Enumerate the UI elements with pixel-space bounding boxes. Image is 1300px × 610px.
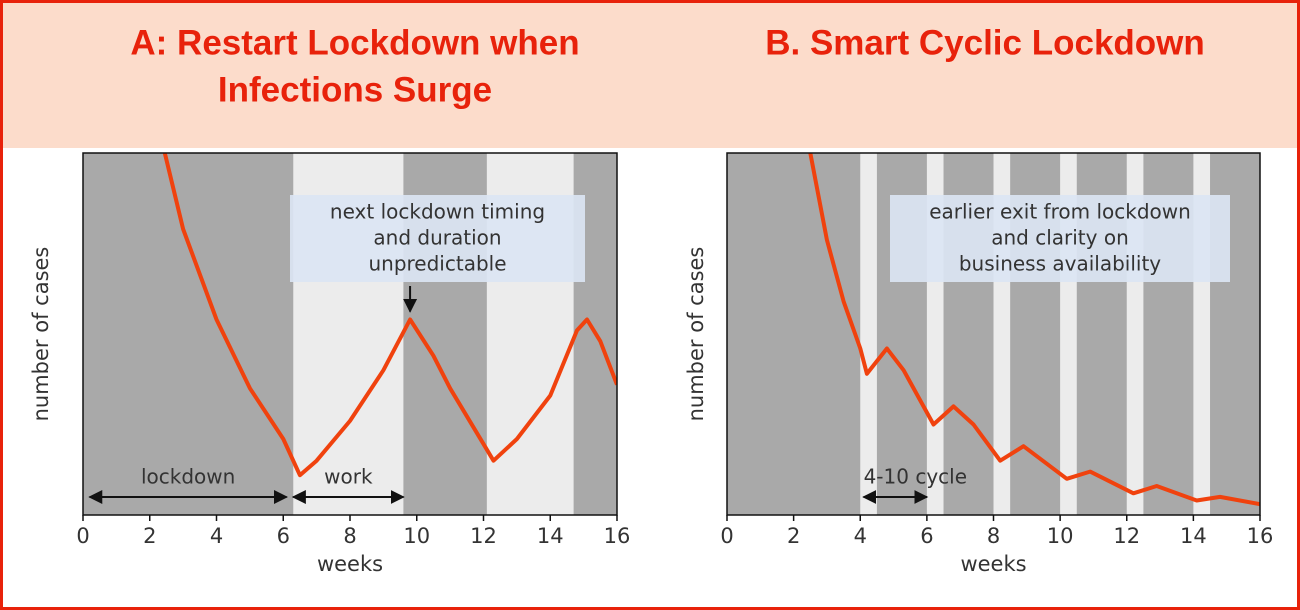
x-tick-label: 6 [277,524,290,548]
y-axis-label: number of cases [29,247,53,422]
cases-line [808,153,1260,507]
annotation-box [890,195,1230,282]
x-tick-label: 8 [343,524,356,548]
x-tick-label: 12 [470,524,497,548]
y-axis-label: number of cases [684,247,708,422]
x-tick-label: 0 [720,524,733,548]
x-tick-label: 4 [210,524,223,548]
annotation-text: and duration [373,226,501,250]
annotation-text: and clarity on [991,226,1129,250]
annotation-box [290,195,585,282]
x-axis-label: weeks [317,552,383,576]
annotation-text: unpredictable [368,252,506,276]
annotation-text: business availability [959,252,1161,276]
x-tick-label: 4 [854,524,867,548]
cases-line [162,153,617,478]
span-label: lockdown [141,465,235,489]
span-label: 4-10 cycle [864,465,967,489]
header-band [0,0,1300,148]
x-tick-label: 2 [143,524,156,548]
x-tick-label: 16 [604,524,631,548]
x-tick-label: 10 [1047,524,1074,548]
annotation-text: earlier exit from lockdown [929,200,1191,224]
x-tick-label: 12 [1113,524,1140,548]
x-tick-label: 10 [403,524,430,548]
chart-title: A: Restart Lockdown when [130,23,579,62]
x-axis-label: weeks [960,552,1026,576]
x-tick-label: 14 [537,524,564,548]
x-tick-label: 0 [76,524,89,548]
open-band [860,153,877,515]
x-tick-label: 6 [920,524,933,548]
chart-title: B. Smart Cyclic Lockdown [765,23,1205,62]
x-tick-label: 8 [987,524,1000,548]
x-tick-label: 16 [1247,524,1274,548]
chart-title: Infections Surge [218,70,492,109]
x-tick-label: 14 [1180,524,1207,548]
x-tick-label: 2 [787,524,800,548]
annotation-text: next lockdown timing [330,200,545,224]
span-label: work [324,465,373,489]
